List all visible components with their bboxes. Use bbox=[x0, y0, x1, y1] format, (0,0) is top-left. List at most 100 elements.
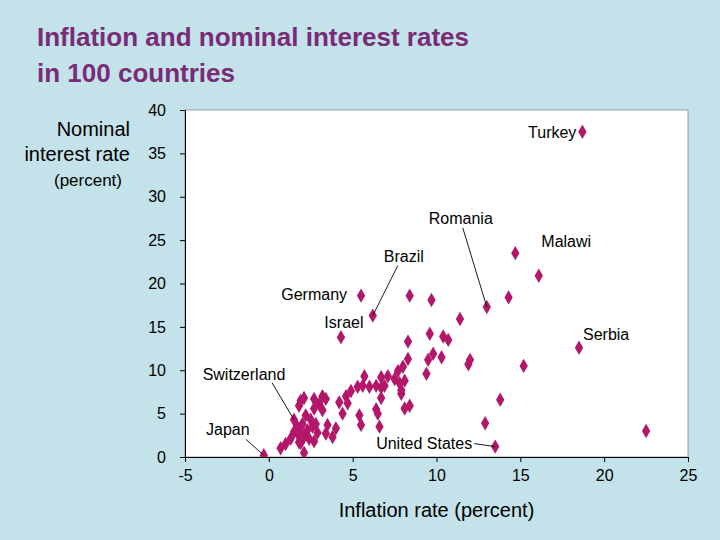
annotation: Brazil bbox=[384, 248, 424, 265]
leader-line bbox=[246, 439, 264, 455]
point bbox=[347, 384, 355, 398]
tick-mark bbox=[604, 457, 605, 462]
tick-label: 35 bbox=[148, 145, 166, 162]
title-line: in 100 countries bbox=[37, 58, 235, 88]
point bbox=[380, 379, 388, 393]
point bbox=[424, 353, 432, 367]
tick: 25 bbox=[148, 232, 185, 249]
title-line: Inflation and nominal interest rates bbox=[37, 22, 469, 52]
tick: 5 bbox=[157, 405, 185, 422]
annotation: Turkey bbox=[528, 124, 576, 141]
tick-mark bbox=[180, 197, 185, 198]
tick: 10 bbox=[428, 457, 446, 484]
leader-line bbox=[474, 444, 495, 447]
tick-label: 20 bbox=[596, 467, 614, 484]
chart: Inflation and nominal interest rates in 1… bbox=[0, 0, 720, 540]
point bbox=[335, 395, 343, 409]
tick-label: -5 bbox=[178, 467, 192, 484]
point bbox=[295, 435, 303, 449]
tick: 0 bbox=[157, 449, 185, 466]
annotation: Serbia bbox=[583, 326, 629, 343]
y-axis-title: (percent) bbox=[54, 171, 122, 190]
point bbox=[427, 293, 435, 307]
tick-label: 40 bbox=[148, 102, 166, 119]
tick-label: 25 bbox=[680, 467, 698, 484]
annotation: Israel bbox=[324, 314, 363, 331]
point bbox=[308, 419, 316, 433]
tick-mark bbox=[353, 457, 354, 462]
tick: 30 bbox=[148, 188, 185, 205]
tick-label: 10 bbox=[148, 362, 166, 379]
tick-label: 15 bbox=[148, 318, 166, 335]
point bbox=[422, 367, 430, 381]
plot-area bbox=[185, 110, 688, 457]
y-axis-title: interest rate bbox=[24, 143, 130, 165]
annotation: Malawi bbox=[541, 233, 591, 250]
y-axis: 0 5 10 15 20 25 30 35 40 bbox=[148, 102, 185, 466]
point bbox=[375, 419, 383, 433]
tick-label: 0 bbox=[157, 449, 166, 466]
title: Inflation and nominal interest rates in 1… bbox=[37, 22, 469, 88]
tick-label: 20 bbox=[148, 275, 166, 292]
x-axis: -5 0 5 10 15 20 25 bbox=[178, 457, 697, 484]
point bbox=[297, 425, 305, 439]
tick: 0 bbox=[265, 457, 274, 484]
axis-line bbox=[185, 111, 186, 458]
tick-mark bbox=[180, 327, 185, 328]
point bbox=[426, 327, 434, 341]
tick-mark bbox=[180, 110, 185, 111]
tick: 20 bbox=[148, 275, 185, 292]
point bbox=[310, 434, 318, 448]
point bbox=[337, 330, 345, 344]
point bbox=[404, 334, 412, 348]
tick-label: 5 bbox=[157, 405, 166, 422]
tick-mark bbox=[180, 284, 185, 285]
tick: 25 bbox=[680, 457, 698, 484]
tick: 15 bbox=[148, 318, 185, 335]
point bbox=[575, 340, 583, 354]
tick: 35 bbox=[148, 145, 185, 162]
point bbox=[535, 268, 543, 282]
point bbox=[365, 380, 373, 394]
leader-line bbox=[463, 228, 487, 307]
point bbox=[397, 383, 405, 397]
y-axis-title: Nominal bbox=[57, 118, 130, 140]
annotation: Germany bbox=[281, 286, 347, 303]
point bbox=[511, 246, 519, 260]
point bbox=[444, 333, 452, 347]
point bbox=[406, 399, 414, 413]
point bbox=[374, 406, 382, 420]
tick-label: 10 bbox=[428, 467, 446, 484]
tick: -5 bbox=[178, 457, 192, 484]
leader-line bbox=[373, 266, 398, 316]
tick-mark bbox=[180, 457, 185, 458]
point bbox=[318, 403, 326, 417]
tick-mark bbox=[688, 457, 689, 462]
annotation: Switzerland bbox=[203, 366, 286, 383]
annotation: United States bbox=[376, 435, 472, 452]
x-axis-title: Inflation rate (percent) bbox=[339, 499, 535, 521]
tick-label: 0 bbox=[265, 467, 274, 484]
points bbox=[260, 124, 651, 457]
annotations: Turkey Malawi Romania Brazil Germany Israel Se… bbox=[203, 124, 630, 456]
annotation: Japan bbox=[206, 421, 250, 438]
tick-mark bbox=[180, 414, 185, 415]
tick-label: 15 bbox=[512, 467, 530, 484]
point bbox=[578, 124, 586, 138]
point bbox=[355, 408, 363, 422]
tick-label: 25 bbox=[148, 232, 166, 249]
point bbox=[328, 430, 336, 444]
point bbox=[300, 445, 308, 457]
tick-mark bbox=[180, 240, 185, 241]
tick-mark bbox=[185, 457, 186, 462]
tick: 20 bbox=[596, 457, 614, 484]
tick: 10 bbox=[148, 362, 185, 379]
point bbox=[323, 418, 331, 432]
annotation: Romania bbox=[429, 210, 493, 227]
leader-line bbox=[272, 383, 294, 420]
point bbox=[354, 380, 362, 394]
point bbox=[295, 399, 303, 413]
tick: 5 bbox=[349, 457, 358, 484]
point bbox=[642, 424, 650, 438]
point bbox=[357, 288, 365, 302]
